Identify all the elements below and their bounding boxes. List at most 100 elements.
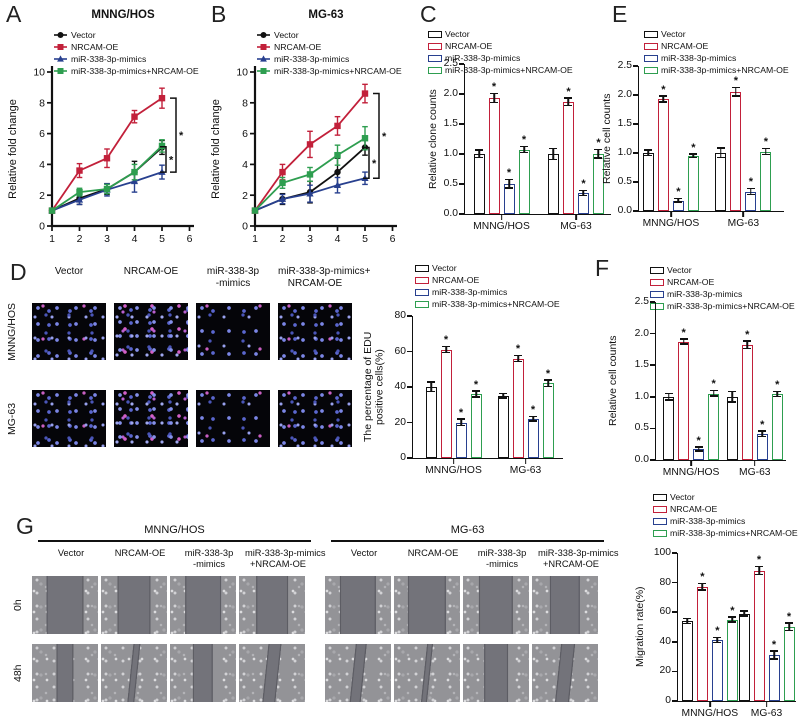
error-bar [776, 391, 779, 398]
legend-item: miR-338-3p-mimics+NRCAM-OE [653, 527, 798, 539]
panel-letter-g: G [16, 513, 34, 539]
svg-text:NRCAM-OE: NRCAM-OE [274, 42, 322, 52]
edu-microscopy-image [114, 389, 188, 447]
svg-text:2: 2 [39, 190, 45, 202]
y-tick [632, 210, 638, 212]
bar: * [592, 64, 604, 214]
svg-text:6: 6 [187, 233, 193, 245]
svg-text:MNNG/HOS: MNNG/HOS [91, 9, 155, 21]
legend-marker [428, 30, 442, 38]
bar [473, 64, 485, 214]
panel-letter-f: F [595, 255, 610, 281]
legend-label: miR-338-3p-mimics+NRCAM-OE [667, 301, 795, 311]
condition-header-line: miR-338-3p [206, 266, 260, 277]
condition-header-vector: Vector [331, 548, 397, 569]
bar: * [488, 64, 500, 214]
bar [715, 66, 727, 211]
error-bar [662, 95, 665, 103]
bar: * [577, 64, 589, 214]
svg-text:4: 4 [132, 233, 138, 245]
legend-item: miR-338-3p-mimics [653, 515, 798, 527]
panel-b-growth-curve-chart: MG-63 Relative fold change 0 2 4 6 8 10 1 2 3 4 5 6 Ve… [205, 2, 407, 254]
plot-area: 0.0 0.5 1.0 1.5 2.0 2.5 * * * MNNG/HOS * * * MG-63 [635, 296, 786, 478]
condition-header-mimics-nrcam: miR-338-3p-mimics+NRCAM-OE [278, 266, 371, 289]
bar: * [730, 66, 742, 211]
plot-area: 0.0 0.5 1.0 1.5 2.0 2.5 * * * MNNG/HOS * * * MG-63 [618, 60, 784, 229]
bar: * [562, 64, 574, 214]
condition-header-line: -mimics [215, 277, 251, 289]
x-group-label: MG-63 [750, 708, 783, 719]
bar-group: * * * [547, 64, 604, 214]
legend-marker [644, 54, 658, 62]
significance-star: * [711, 378, 716, 391]
y-tick-label: 20 [659, 665, 671, 677]
y-tick-label: 80 [659, 576, 671, 588]
y-tick [649, 332, 655, 335]
y-axis-label: Relative cell counts [601, 93, 613, 184]
svg-text:2: 2 [280, 233, 286, 245]
bar: * [512, 316, 524, 458]
significance-star: * [771, 638, 777, 651]
legend-label: Vector [667, 265, 692, 275]
edu-image-row: MNNG/HOS [6, 303, 358, 361]
legend-label: NRCAM-OE [445, 41, 493, 51]
legend-item: NRCAM-OE [428, 40, 573, 52]
time-point-label: 0h [12, 599, 24, 611]
condition-header-line: +NRCAM-OE [249, 558, 307, 569]
bar: * [678, 302, 690, 460]
x-tick [753, 460, 756, 466]
legend-label: NRCAM-OE [667, 277, 715, 287]
svg-text:MG-63: MG-63 [308, 9, 343, 21]
y-tick-label: 1.0 [443, 148, 458, 159]
error-bar [716, 637, 719, 644]
svg-text:4: 4 [242, 159, 248, 171]
error-bar [667, 393, 670, 401]
legend-label: miR-338-3p-mimics+NRCAM-OE [432, 299, 560, 309]
panel-letter-d: D [10, 259, 27, 285]
legend-item: miR-338-3p-mimics+NRCAM-OE [644, 64, 789, 76]
bar: * [756, 302, 768, 460]
significance-star: * [661, 83, 666, 96]
legend-label: miR-338-3p-mimics [661, 53, 737, 63]
significance-star: * [730, 604, 735, 617]
svg-text:10: 10 [33, 67, 45, 79]
wound-healing-image [532, 644, 598, 702]
scratch-gap [339, 576, 377, 634]
y-tick [649, 301, 655, 303]
condition-header-nrcam-oe: NRCAM-OE [107, 548, 173, 569]
legend-item: miR-338-3p-mimics [644, 52, 789, 64]
error-bar [430, 381, 432, 393]
error-bar [712, 390, 715, 397]
scratch-gap [56, 644, 74, 702]
x-tick [575, 214, 577, 220]
y-axis-label: Migration rate(%) [634, 586, 646, 668]
condition-header-line: NRCAM-OE [123, 266, 179, 277]
condition-header-line: NRCAM-OE [287, 277, 343, 289]
legend-label: miR-338-3p-mimics [445, 53, 521, 63]
scratch-gap [117, 576, 151, 634]
y-tick [458, 153, 464, 155]
y-axis-label: The percentage of EDU positive cells(%) [362, 331, 386, 443]
bar: * [672, 66, 684, 211]
y-tick [671, 700, 677, 702]
y-tick-label: 1.5 [634, 359, 649, 371]
error-bar [692, 153, 695, 159]
significance-star: * [763, 136, 769, 149]
y-tick-label: 40 [659, 635, 671, 647]
condition-header-nrcam-oe: NRCAM-OE [400, 548, 466, 569]
error-bar [758, 566, 760, 576]
y-tick-label: 60 [659, 606, 671, 618]
legend-label: miR-338-3p-mimics+NRCAM-OE [661, 65, 789, 75]
bar: * [696, 553, 708, 701]
scratch-gap [349, 644, 367, 702]
panel-e-cell-counts-chart: Vector NRCAM-OE miR-338-3p-mimics miR-338-3… [596, 2, 801, 254]
svg-text:miR-338-3p-mimics: miR-338-3p-mimics [274, 54, 350, 64]
error-bar [532, 416, 534, 422]
significance-star: * [748, 176, 754, 189]
legend-marker [415, 300, 429, 308]
y-tick [458, 213, 464, 215]
y-tick [632, 65, 638, 67]
bar: * [753, 553, 765, 701]
panel-letter-b: B [211, 1, 227, 27]
